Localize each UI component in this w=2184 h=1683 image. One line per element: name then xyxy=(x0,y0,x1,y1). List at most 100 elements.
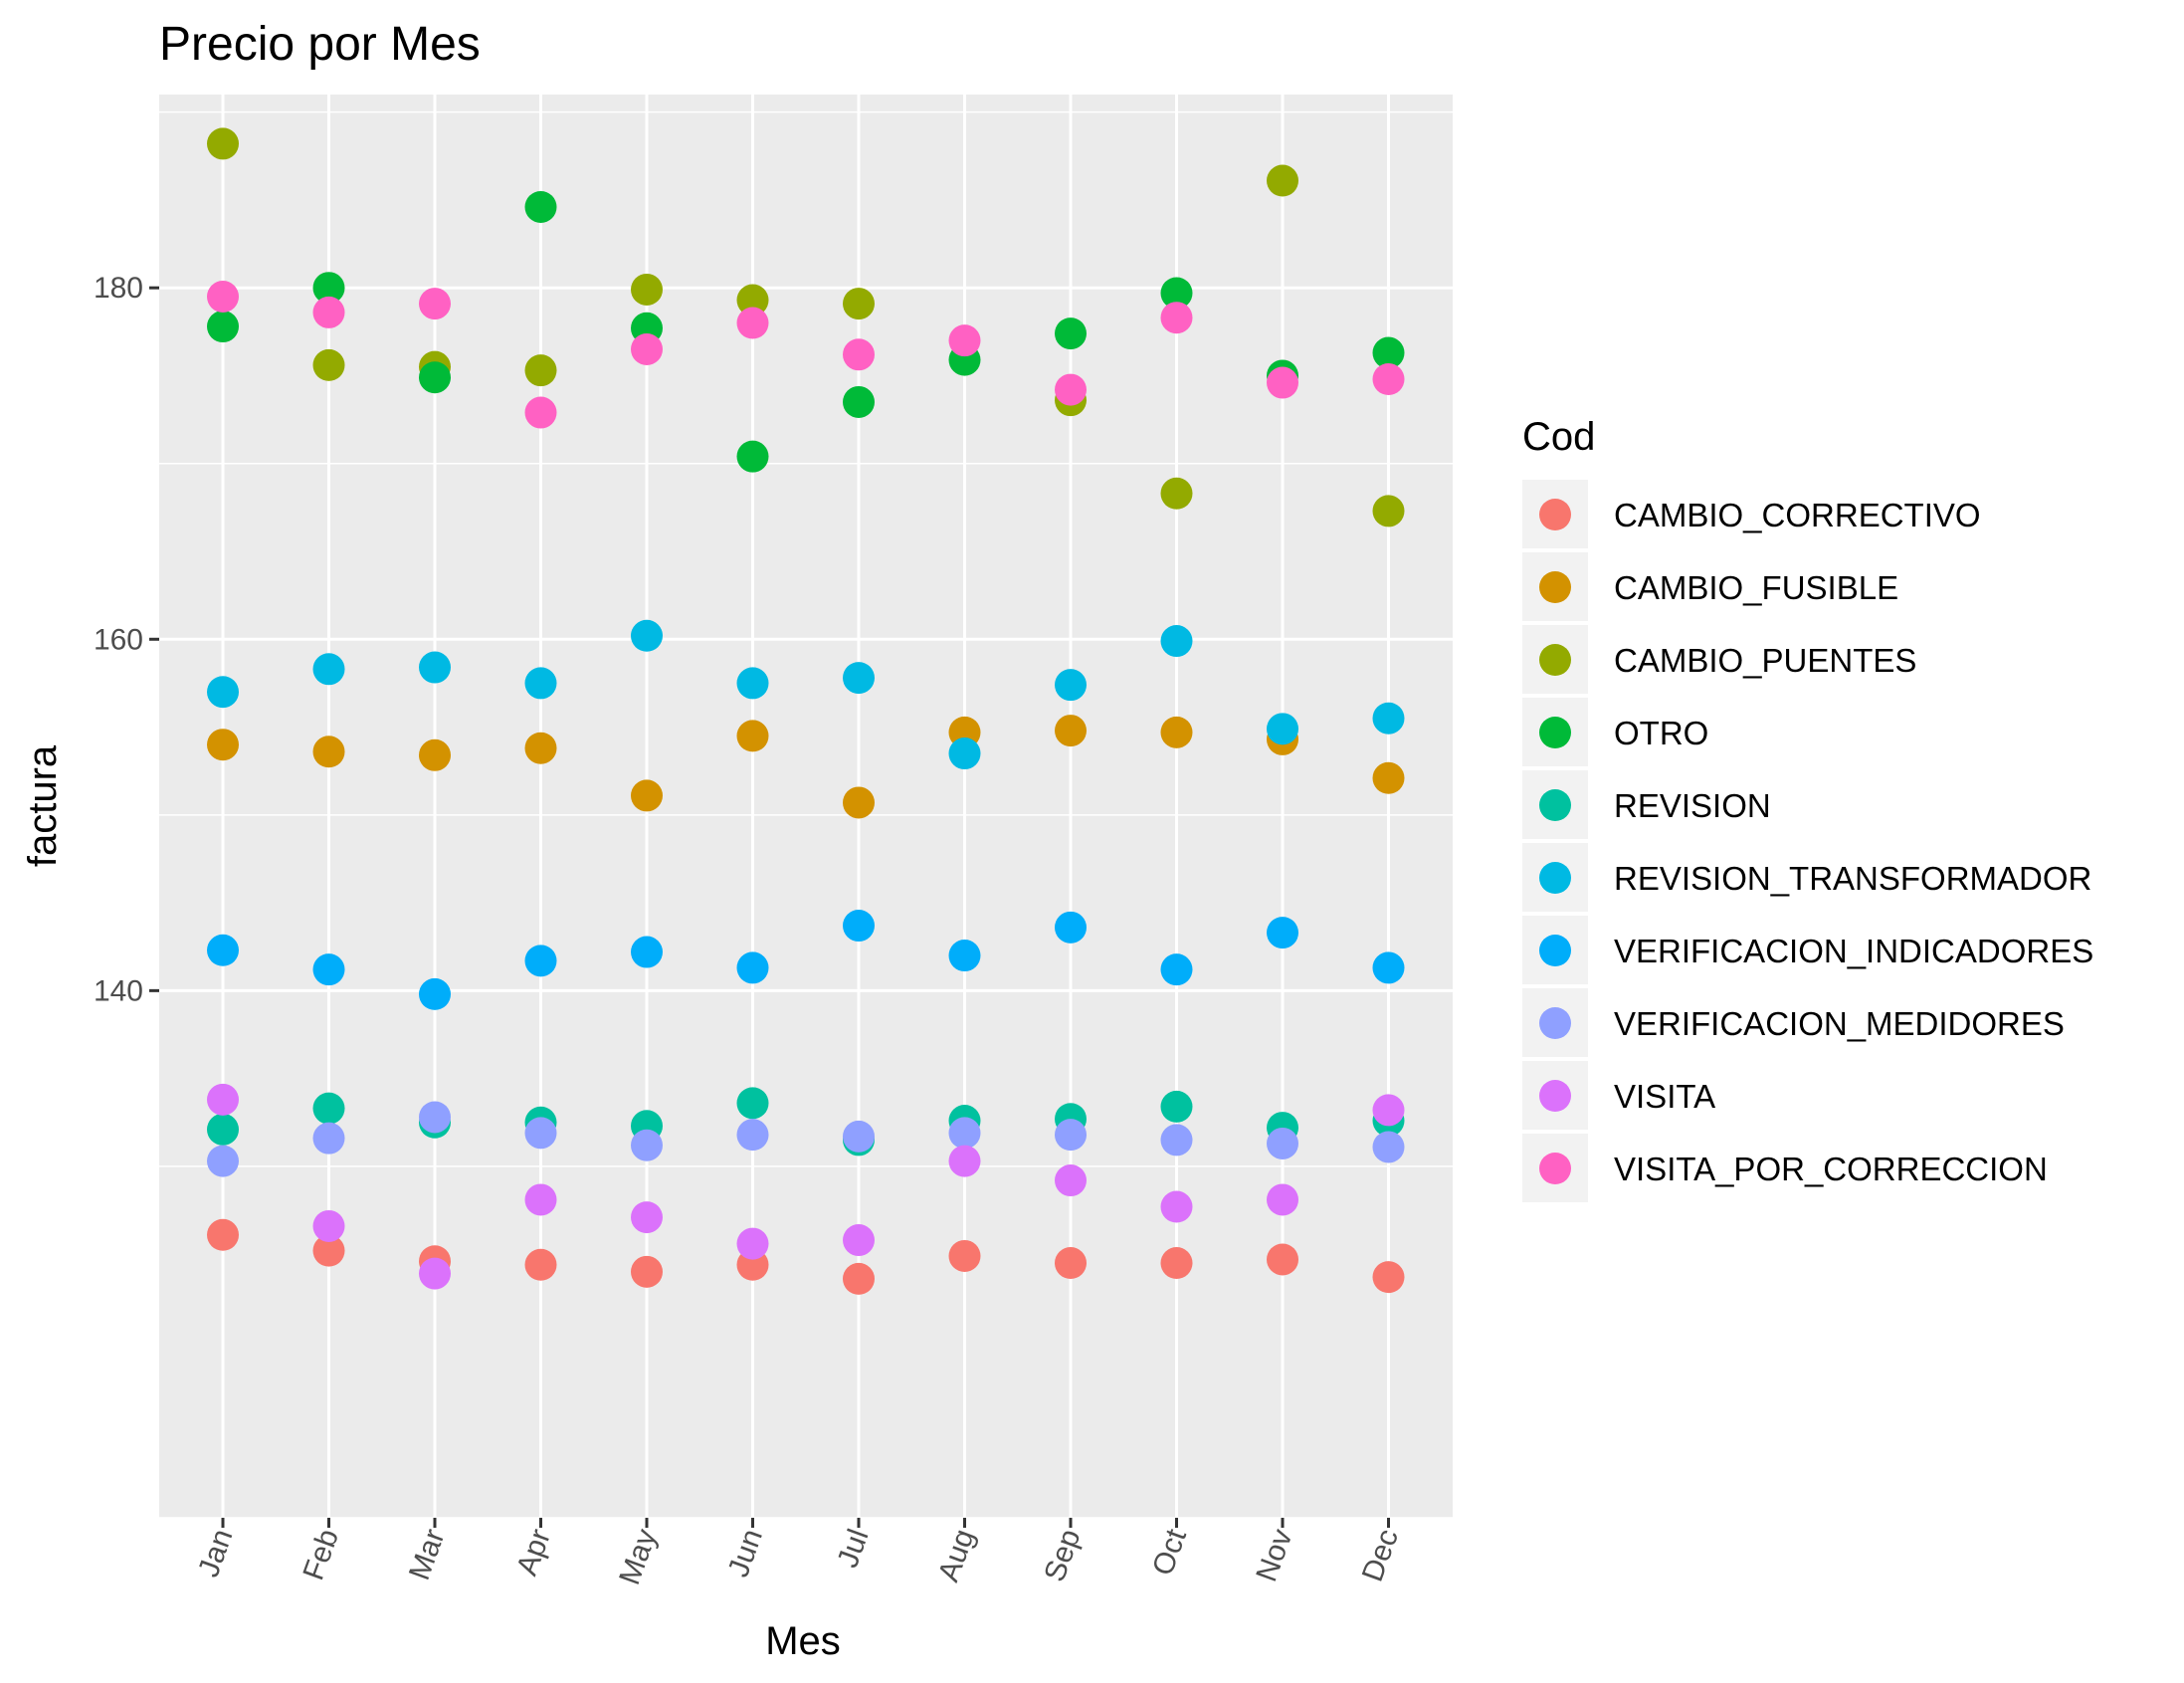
data-point xyxy=(524,1117,557,1150)
data-point xyxy=(948,940,981,972)
data-point xyxy=(1160,1090,1193,1123)
legend-key xyxy=(1539,789,1571,821)
legend-title: Cod xyxy=(1522,415,1595,459)
data-point xyxy=(1160,477,1193,510)
data-point xyxy=(1372,951,1405,984)
data-point xyxy=(631,779,663,812)
data-point xyxy=(207,1083,239,1116)
legend-key xyxy=(1539,1153,1571,1184)
data-point xyxy=(207,311,239,343)
legend-key xyxy=(1539,862,1571,894)
data-point xyxy=(948,324,981,357)
data-point xyxy=(843,786,875,819)
data-point xyxy=(1160,1190,1193,1223)
data-point xyxy=(1160,1124,1193,1157)
legend-key xyxy=(1539,1080,1571,1112)
data-point xyxy=(1267,1183,1298,1216)
data-point xyxy=(312,1122,345,1155)
data-point xyxy=(312,272,345,305)
legend-label: REVISION_TRANSFORMADOR xyxy=(1614,860,2091,897)
data-point xyxy=(843,1224,875,1257)
data-point xyxy=(419,651,451,684)
data-point xyxy=(1267,1243,1298,1276)
data-points xyxy=(207,127,1405,1295)
data-point xyxy=(524,1183,557,1216)
data-point xyxy=(419,288,451,320)
data-point xyxy=(1055,911,1087,944)
data-point xyxy=(631,1129,663,1161)
legend-label: CAMBIO_FUSIBLE xyxy=(1614,569,1898,606)
data-point xyxy=(207,729,239,761)
legend-key xyxy=(1539,571,1571,603)
data-point xyxy=(843,338,875,371)
data-point xyxy=(948,737,981,770)
x-axis-title: Mes xyxy=(765,1619,841,1663)
data-point xyxy=(312,736,345,768)
data-point xyxy=(312,348,345,381)
data-point xyxy=(1055,317,1087,350)
data-point xyxy=(843,1120,875,1153)
legend-key xyxy=(1539,499,1571,530)
data-point xyxy=(631,332,663,365)
data-point xyxy=(631,936,663,968)
data-point xyxy=(1372,761,1405,794)
data-point xyxy=(843,1262,875,1295)
legend-label: REVISION xyxy=(1614,787,1771,824)
data-point xyxy=(631,619,663,652)
data-point xyxy=(312,1234,345,1267)
data-point xyxy=(736,951,769,984)
data-point xyxy=(631,1201,663,1234)
data-point xyxy=(736,1119,769,1152)
data-point xyxy=(312,653,345,686)
data-point xyxy=(1055,373,1087,406)
data-point xyxy=(524,1248,557,1281)
data-point xyxy=(843,910,875,943)
data-point xyxy=(419,977,451,1010)
data-point xyxy=(207,127,239,160)
data-point xyxy=(419,361,451,394)
legend-label: VISITA_POR_CORRECCION xyxy=(1614,1151,2048,1187)
data-point xyxy=(524,354,557,387)
data-point xyxy=(1267,1127,1298,1159)
data-point xyxy=(1160,953,1193,986)
data-point xyxy=(1055,1119,1087,1152)
data-point xyxy=(1267,366,1298,399)
data-point xyxy=(1372,495,1405,527)
data-point xyxy=(1160,277,1193,310)
data-point xyxy=(736,307,769,339)
data-point xyxy=(524,945,557,977)
data-point xyxy=(1372,702,1405,735)
data-point xyxy=(1055,715,1087,747)
data-point xyxy=(948,1239,981,1272)
data-point xyxy=(524,667,557,700)
y-tick-label: 180 xyxy=(94,272,143,305)
data-point xyxy=(631,273,663,306)
y-tick-label: 160 xyxy=(94,623,143,656)
data-point xyxy=(843,288,875,320)
legend-key xyxy=(1539,935,1571,966)
y-axis-title: factura xyxy=(21,744,65,867)
legend-key xyxy=(1539,717,1571,748)
data-point xyxy=(1055,1164,1087,1197)
data-point xyxy=(524,732,557,764)
data-point xyxy=(312,953,345,986)
data-point xyxy=(1160,625,1193,658)
data-point xyxy=(312,296,345,328)
y-axis: 140 160 180 xyxy=(94,272,159,1007)
data-point xyxy=(1372,363,1405,395)
data-point xyxy=(736,440,769,473)
legend-label: VERIFICACION_MEDIDORES xyxy=(1614,1005,2065,1042)
data-point xyxy=(1160,1247,1193,1280)
data-point xyxy=(736,284,769,316)
data-point xyxy=(419,1101,451,1134)
data-point xyxy=(419,1257,451,1290)
data-point xyxy=(207,1218,239,1251)
data-point xyxy=(1372,1131,1405,1163)
data-point xyxy=(1372,1261,1405,1294)
data-point xyxy=(1372,1094,1405,1127)
legend-label: VISITA xyxy=(1614,1078,1715,1115)
legend-key xyxy=(1539,644,1571,676)
data-point xyxy=(843,385,875,418)
data-point xyxy=(524,190,557,223)
data-point xyxy=(207,281,239,314)
